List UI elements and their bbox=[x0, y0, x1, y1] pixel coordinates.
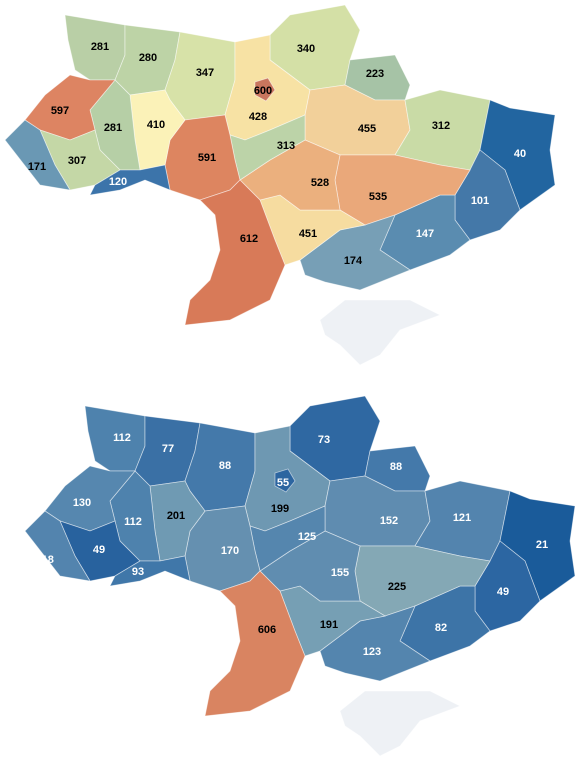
region bbox=[254, 77, 276, 102]
region-label: 340 bbox=[297, 43, 315, 55]
region-label: 152 bbox=[380, 515, 398, 527]
region-label: 606 bbox=[258, 624, 276, 636]
map bbox=[4, 4, 556, 366]
region bbox=[24, 510, 91, 582]
region-label: 428 bbox=[249, 111, 267, 123]
region-label: 223 bbox=[366, 68, 384, 80]
region-label: 123 bbox=[363, 646, 381, 658]
region-label: 121 bbox=[453, 512, 471, 524]
region-label: 535 bbox=[369, 191, 387, 203]
region-label: 155 bbox=[331, 567, 349, 579]
region-label: 410 bbox=[147, 119, 165, 131]
region-label: 280 bbox=[139, 52, 157, 64]
region bbox=[274, 468, 296, 493]
region bbox=[4, 119, 71, 191]
region-label: 77 bbox=[162, 443, 174, 455]
region-label: 130 bbox=[73, 497, 91, 509]
crimea bbox=[319, 299, 441, 366]
region-label: 112 bbox=[113, 432, 131, 444]
region-label: 93 bbox=[132, 566, 144, 578]
crimea bbox=[339, 690, 461, 757]
region-label: 21 bbox=[536, 539, 548, 551]
region-label: 125 bbox=[298, 531, 316, 543]
region-label: 171 bbox=[28, 161, 46, 173]
map bbox=[24, 395, 576, 757]
region-label: 147 bbox=[416, 228, 434, 240]
region-label: 313 bbox=[277, 140, 295, 152]
region-label: 82 bbox=[435, 622, 447, 634]
region-label: 307 bbox=[68, 155, 86, 167]
region bbox=[204, 570, 306, 717]
region-label: 174 bbox=[344, 255, 363, 267]
region-label: 347 bbox=[196, 67, 214, 79]
region-label: 55 bbox=[277, 477, 289, 489]
region-label: 281 bbox=[104, 122, 122, 134]
region-label: 451 bbox=[299, 228, 317, 240]
region-label: 49 bbox=[497, 586, 509, 598]
region-label: 597 bbox=[51, 105, 69, 117]
region-label: 201 bbox=[167, 510, 185, 522]
region-label: 281 bbox=[91, 41, 109, 53]
region-label: 612 bbox=[240, 233, 258, 245]
region-label: 88 bbox=[219, 460, 231, 472]
region bbox=[89, 164, 171, 196]
region-label: 112 bbox=[124, 516, 142, 528]
region-label: 199 bbox=[271, 503, 289, 515]
region bbox=[109, 555, 191, 587]
region-label: 101 bbox=[471, 195, 489, 207]
region-label: 312 bbox=[432, 120, 450, 132]
region bbox=[184, 179, 286, 326]
region-label: 225 bbox=[388, 581, 406, 593]
region-label: 120 bbox=[109, 176, 127, 188]
region-label: 528 bbox=[311, 177, 329, 189]
region-label: 118 bbox=[36, 554, 54, 566]
region-label: 191 bbox=[320, 619, 338, 631]
region-label: 49 bbox=[93, 544, 105, 556]
region-label: 600 bbox=[254, 85, 272, 97]
region-label: 40 bbox=[514, 148, 526, 160]
region-label: 73 bbox=[318, 434, 330, 446]
region-label: 170 bbox=[221, 545, 239, 557]
region-label: 455 bbox=[358, 123, 376, 135]
region-label: 591 bbox=[198, 152, 216, 164]
region-label: 88 bbox=[390, 461, 402, 473]
